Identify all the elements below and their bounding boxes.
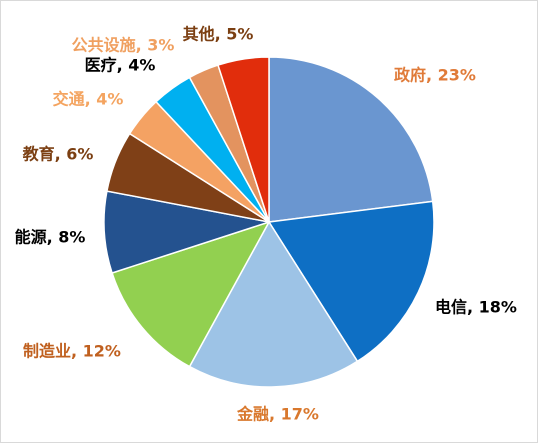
data-label: 其他, 5%	[183, 25, 254, 44]
pie-slice	[188, 220, 359, 388]
data-label: 交通, 4%	[53, 90, 124, 109]
data-label: 金融, 17%	[236, 405, 319, 424]
pie-slice	[267, 200, 435, 363]
data-label: 制造业, 12%	[23, 342, 121, 361]
data-label: 电信, 18%	[435, 298, 517, 317]
data-label: 能源, 8%	[15, 228, 86, 247]
data-label: 教育, 6%	[23, 145, 94, 164]
pie-slice	[217, 56, 270, 223]
pie-slice	[268, 56, 434, 223]
data-label: 公共设施, 3%	[72, 36, 175, 55]
pie-slice	[111, 220, 271, 368]
data-label: 医疗, 4%	[85, 56, 156, 75]
data-label: 政府, 23%	[394, 66, 476, 85]
